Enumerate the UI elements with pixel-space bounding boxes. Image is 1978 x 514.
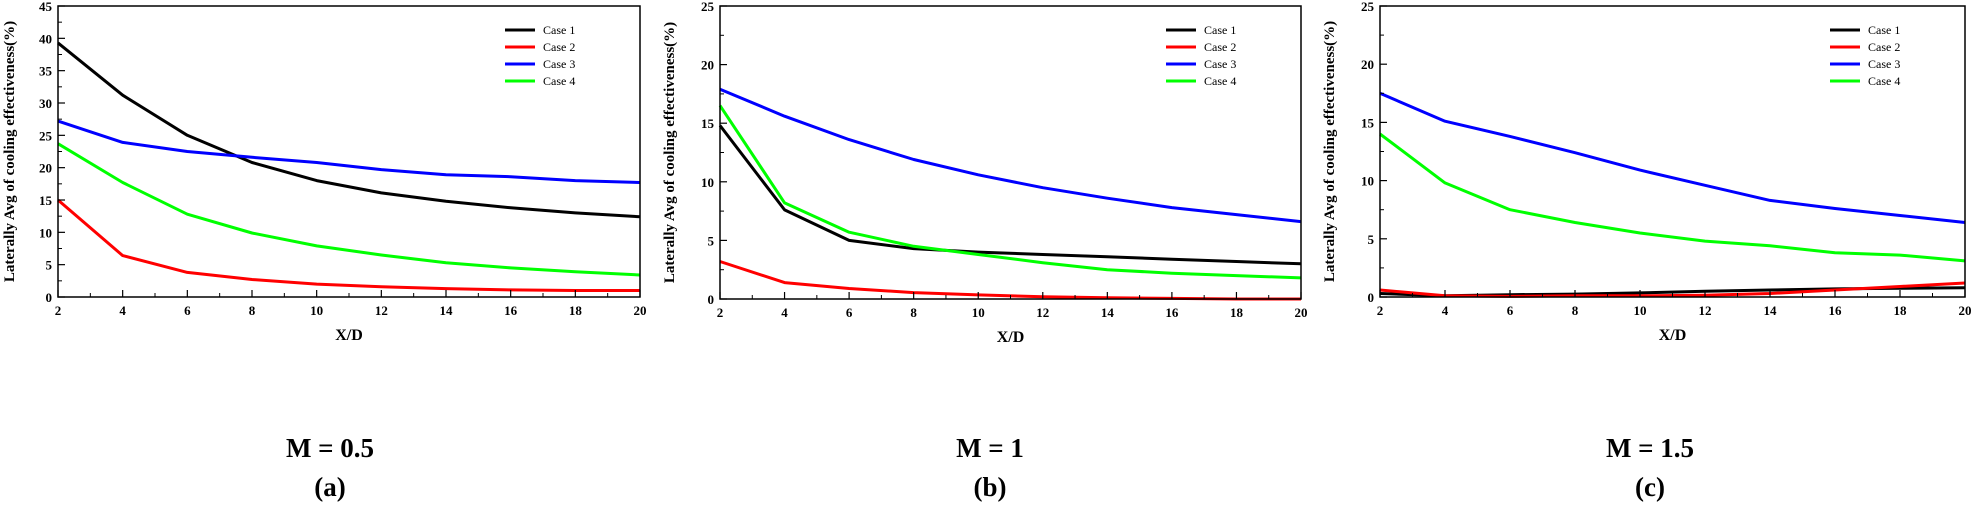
y-tick-label-a-5: 25	[39, 128, 53, 143]
x-tick-label-a-9: 20	[634, 303, 647, 318]
legend-label-a-case2: Case 2	[543, 40, 575, 54]
legend-label-c-case3: Case 3	[1868, 57, 1900, 71]
panel-label-a: (a)	[314, 472, 346, 502]
series-line-c-case4	[1379, 132, 1966, 263]
x-tick-label-c-3: 8	[1572, 303, 1579, 318]
y-tick-label-b-2: 10	[701, 175, 714, 190]
y-axis-label-a: Laterally Avg of cooling effectiveness(%…	[2, 21, 18, 282]
x-tick-label-c-6: 14	[1764, 303, 1778, 318]
y-tick-label-c-5: 25	[1361, 0, 1375, 14]
chart-panel-a: 2 4 6 8 10 12 14 16 18 20 0 5 10 15 20 25 30 35 40 45 X/D Lat…	[0, 0, 660, 514]
x-tick-label-a-8: 18	[569, 303, 583, 318]
legend-label-a-case3: Case 3	[543, 57, 575, 71]
series-line-b-case3	[719, 87, 1302, 224]
x-tick-label-b-0: 2	[717, 305, 724, 320]
y-tick-label-b-0: 0	[708, 292, 715, 307]
y-tick-label-c-2: 10	[1361, 174, 1374, 189]
y-tick-label-a-2: 10	[39, 225, 52, 240]
series-line-b-case1	[718, 124, 1302, 266]
x-axis-label-a: X/D	[335, 327, 363, 344]
x-tick-label-b-2: 6	[846, 305, 853, 320]
series-line-a-case3	[57, 119, 641, 184]
legend-label-c-case1: Case 1	[1868, 23, 1900, 37]
legend-label-b-case4: Case 4	[1204, 74, 1236, 88]
legend-label-a-case4: Case 4	[543, 74, 575, 88]
y-tick-label-a-7: 35	[39, 64, 53, 79]
x-tick-label-c-5: 12	[1699, 303, 1712, 318]
x-tick-label-b-7: 16	[1165, 305, 1179, 320]
y-axis-label-b: Laterally Avg of cooling effectiveness(%…	[662, 22, 678, 283]
x-tick-label-a-7: 16	[504, 303, 518, 318]
y-tick-label-c-3: 15	[1361, 115, 1375, 130]
x-tick-label-c-1: 4	[1442, 303, 1449, 318]
x-tick-label-b-9: 20	[1295, 305, 1308, 320]
series-line-b-case4	[718, 104, 1302, 280]
x-tick-label-b-8: 18	[1230, 305, 1244, 320]
caption-mach-b: M = 1	[956, 433, 1024, 463]
legend-label-b-case1: Case 1	[1204, 23, 1236, 37]
panel-label-b: (b)	[973, 472, 1007, 502]
x-tick-label-b-1: 4	[781, 305, 788, 320]
chart-panel-c: 2 4 6 8 10 12 14 16 18 20 0 5 10 15 20 25 X/D Laterally A…	[1320, 0, 1978, 514]
y-tick-label-b-5: 25	[701, 0, 715, 14]
y-tick-label-b-3: 15	[701, 116, 715, 131]
x-tick-label-c-7: 16	[1829, 303, 1843, 318]
x-tick-label-c-2: 6	[1507, 303, 1514, 318]
legend-label-c-case2: Case 2	[1868, 40, 1900, 54]
series-line-a-case2	[57, 198, 640, 292]
line-chart-c: 2 4 6 8 10 12 14 16 18 20 0 5 10 15 20 25 X/D Laterally A…	[1322, 0, 1972, 344]
panel-label-c: (c)	[1635, 472, 1665, 502]
x-tick-label-a-1: 4	[119, 303, 126, 318]
x-tick-label-c-4: 10	[1634, 303, 1647, 318]
y-tick-label-a-1: 5	[46, 258, 53, 273]
x-axis-label-c: X/D	[1659, 327, 1687, 344]
caption-mach-c: M = 1.5	[1605, 433, 1695, 463]
legend-label-a-case1: Case 1	[543, 23, 575, 37]
series-line-c-case3	[1379, 91, 1966, 224]
line-chart-b: 2 4 6 8 10 12 14 16 18 20 0 5 10 15 20 25 X/D Laterally A…	[662, 0, 1308, 346]
x-tick-label-a-3: 8	[249, 303, 256, 318]
y-tick-label-b-1: 5	[708, 233, 715, 248]
x-tick-label-a-2: 6	[184, 303, 191, 318]
y-tick-label-c-4: 20	[1361, 57, 1374, 72]
series-line-a-case1	[57, 41, 641, 219]
x-tick-label-a-6: 14	[440, 303, 454, 318]
y-tick-label-a-6: 30	[39, 96, 52, 111]
y-tick-label-b-4: 20	[701, 58, 714, 73]
x-tick-label-b-3: 8	[910, 305, 917, 320]
x-tick-label-a-5: 12	[375, 303, 388, 318]
y-axis-label-c: Laterally Avg of cooling effectiveness(%…	[1322, 21, 1338, 282]
series-line-a-case4	[57, 142, 641, 277]
chart-panel-b: 2 4 6 8 10 12 14 16 18 20 0 5 10 15 20 25 X/D Laterally A…	[660, 0, 1320, 514]
x-tick-label-c-0: 2	[1377, 303, 1384, 318]
y-tick-label-a-8: 40	[39, 31, 52, 46]
series-line-b-case2	[719, 260, 1301, 301]
x-tick-label-b-6: 14	[1101, 305, 1115, 320]
y-tick-label-a-9: 45	[39, 0, 53, 14]
legend-label-b-case2: Case 2	[1204, 40, 1236, 54]
x-tick-label-c-9: 20	[1959, 303, 1972, 318]
x-tick-label-a-0: 2	[55, 303, 62, 318]
y-tick-label-a-4: 20	[39, 161, 52, 176]
y-tick-label-c-1: 5	[1368, 232, 1375, 247]
x-tick-label-b-5: 12	[1036, 305, 1049, 320]
line-chart-a: 2 4 6 8 10 12 14 16 18 20 0 5 10 15 20 25 30 35 40 45 X/D Lat…	[2, 0, 647, 344]
y-tick-label-c-0: 0	[1368, 290, 1375, 305]
x-axis-label-b: X/D	[997, 329, 1025, 346]
x-tick-label-c-8: 18	[1894, 303, 1908, 318]
legend-label-b-case3: Case 3	[1204, 57, 1236, 71]
x-tick-label-b-4: 10	[972, 305, 985, 320]
x-tick-label-a-4: 10	[310, 303, 323, 318]
y-tick-label-a-3: 15	[39, 193, 53, 208]
y-tick-label-a-0: 0	[46, 290, 53, 305]
caption-mach-a: M = 0.5	[285, 433, 375, 463]
legend-label-c-case4: Case 4	[1868, 74, 1900, 88]
